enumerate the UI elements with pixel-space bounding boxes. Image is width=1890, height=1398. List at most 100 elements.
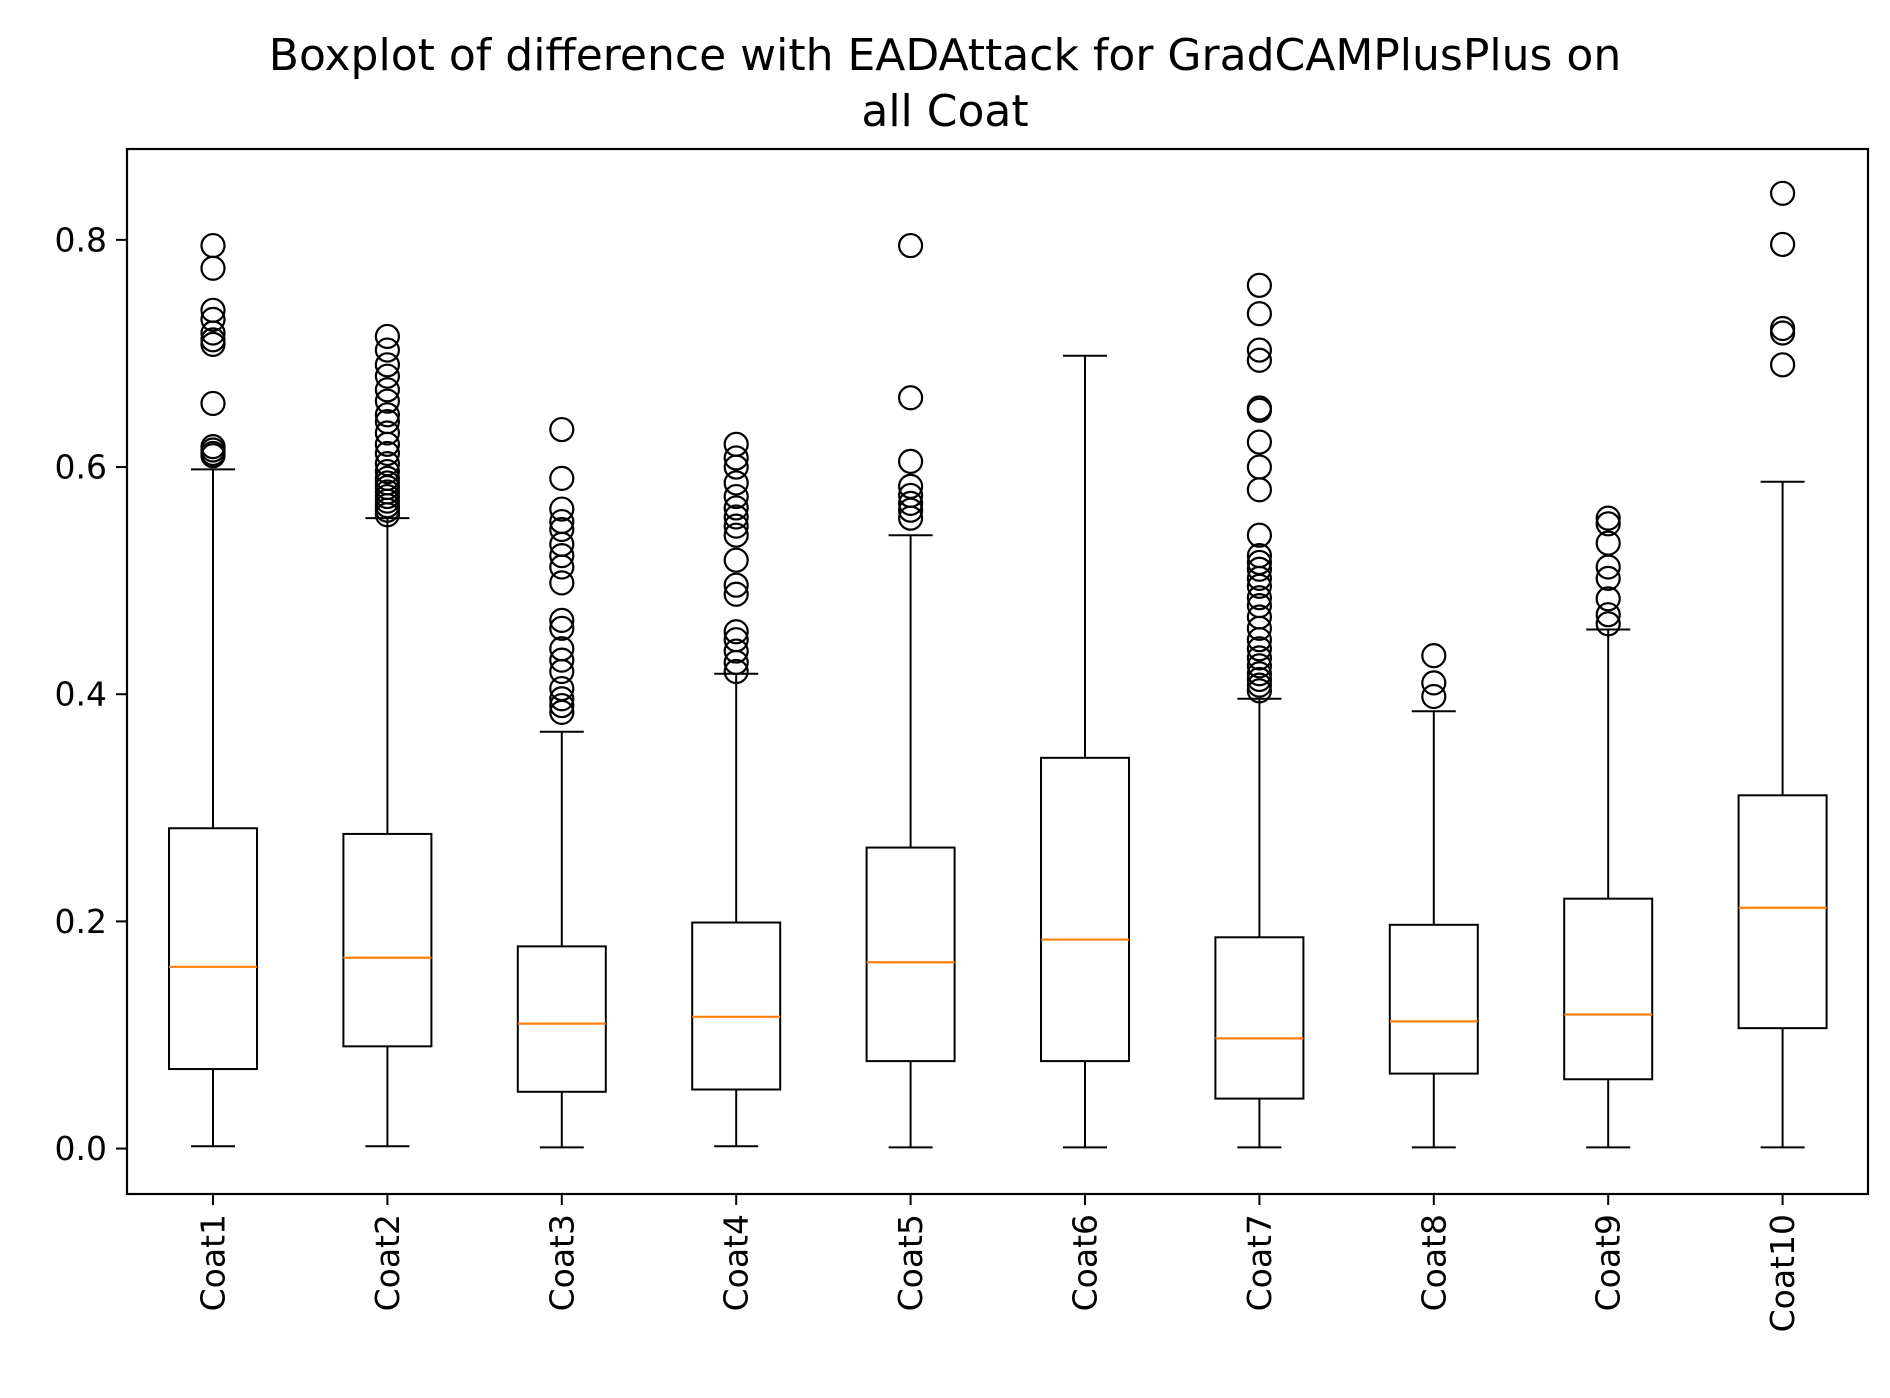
outlier-point <box>1246 604 1273 630</box>
outlier-point <box>1595 505 1621 531</box>
outlier-point <box>1421 683 1447 710</box>
outlier-point <box>897 385 924 411</box>
y-tick-label: 0.2 <box>55 902 107 941</box>
outlier-point <box>549 615 575 641</box>
outlier-point <box>1246 672 1273 698</box>
outlier-point <box>897 482 924 509</box>
outlier-point <box>200 433 226 460</box>
outlier-point <box>1246 585 1273 611</box>
outlier-point <box>1246 272 1273 298</box>
y-tick-label: 0.6 <box>55 448 107 487</box>
outlier-point <box>1246 556 1273 582</box>
outlier-point <box>723 445 749 471</box>
outlier-point <box>1246 549 1273 576</box>
outlier-point <box>723 470 749 496</box>
outlier-point <box>549 543 575 569</box>
iqr-box <box>1388 923 1479 1075</box>
outlier-point <box>549 675 575 702</box>
outlier-point <box>374 377 400 403</box>
outlier-point <box>374 440 400 467</box>
outlier-point <box>1246 543 1273 569</box>
outlier-point <box>200 390 226 417</box>
outlier-point <box>1595 565 1621 591</box>
x-tick-label: Coat8 <box>1414 1214 1453 1311</box>
outlier-point <box>1595 611 1621 637</box>
outlier-point <box>1769 231 1796 258</box>
outlier-point <box>549 570 575 596</box>
box-group-coat8 <box>1388 642 1479 1149</box>
outlier-point <box>1246 522 1273 548</box>
chart-title-line-2: all Coat <box>861 86 1029 137</box>
outlier-point <box>549 465 575 492</box>
x-tick-label: Coat9 <box>1589 1214 1628 1311</box>
outlier-point <box>723 638 749 664</box>
x-tick-label: Coat1 <box>194 1214 233 1311</box>
outlier-point <box>374 420 400 446</box>
y-tick-label: 0.0 <box>55 1129 107 1168</box>
x-tick-label: Coat7 <box>1240 1214 1279 1311</box>
outlier-point <box>549 416 575 443</box>
x-axis: Coat1 Coat2 Coat3 Coat4 Coat5 Coat6 Coat7 Coat8… <box>194 1194 1802 1332</box>
outlier-point <box>374 465 400 492</box>
chart-title-line-1: Boxplot of difference with EADAttack for… <box>268 30 1622 81</box>
outlier-point <box>374 388 400 414</box>
outlier-point <box>549 496 575 522</box>
outlier-point <box>549 686 575 712</box>
x-tick-label: Coat4 <box>717 1214 756 1311</box>
outlier-point <box>549 607 575 633</box>
box-group-coat10 <box>1737 180 1828 1149</box>
outlier-point <box>723 627 749 653</box>
outlier-point <box>723 504 749 530</box>
outlier-point <box>1595 586 1621 612</box>
outlier-point <box>1595 602 1621 628</box>
outlier-point <box>374 363 400 389</box>
outlier-point <box>897 490 924 516</box>
outlier-point <box>1246 653 1273 679</box>
iqr-box <box>865 846 956 1063</box>
outlier-point <box>723 483 749 510</box>
outlier-point <box>374 352 400 378</box>
iqr-box <box>1040 756 1130 1063</box>
outlier-point <box>1421 642 1447 669</box>
outlier-point <box>897 232 924 259</box>
outlier-point <box>1246 454 1273 480</box>
x-tick-label: Coat6 <box>1066 1214 1105 1311</box>
outlier-point <box>1769 180 1796 206</box>
box-group-coat1 <box>168 232 258 1148</box>
outlier-point <box>200 327 226 353</box>
outlier-point <box>1246 301 1273 327</box>
outlier-point <box>1246 337 1273 363</box>
outlier-point <box>723 513 749 539</box>
outlier-point <box>549 508 575 535</box>
outlier-point <box>723 581 749 607</box>
outlier-point <box>549 647 575 673</box>
y-tick-label: 0.4 <box>55 675 107 714</box>
outlier-point <box>897 473 924 499</box>
outlier-point <box>1246 661 1273 687</box>
outlier-point <box>549 692 575 719</box>
outlier-point <box>723 619 749 645</box>
chart-title: Boxplot of difference with EADAttack for… <box>0 28 1890 140</box>
iqr-box <box>1737 794 1828 1030</box>
outlier-point <box>374 451 400 477</box>
box-group-coat7 <box>1214 272 1305 1149</box>
outlier-point <box>1246 593 1273 619</box>
outlier-point <box>200 232 226 259</box>
x-tick-label: Coat2 <box>368 1214 407 1311</box>
outlier-point <box>1246 636 1273 662</box>
outlier-point <box>200 306 226 332</box>
outlier-point <box>1246 347 1273 373</box>
box-group-coat5 <box>865 232 956 1149</box>
outlier-point <box>374 409 400 435</box>
outlier-point <box>1246 477 1273 503</box>
outlier-point <box>549 516 575 543</box>
iqr-box <box>691 921 782 1091</box>
outlier-point <box>723 495 749 521</box>
outlier-point <box>549 636 575 662</box>
iqr-box <box>168 827 258 1071</box>
box-group-coat4 <box>691 431 782 1148</box>
outlier-point <box>723 658 749 685</box>
box-group-coat3 <box>516 416 607 1149</box>
outlier-point <box>374 458 400 485</box>
